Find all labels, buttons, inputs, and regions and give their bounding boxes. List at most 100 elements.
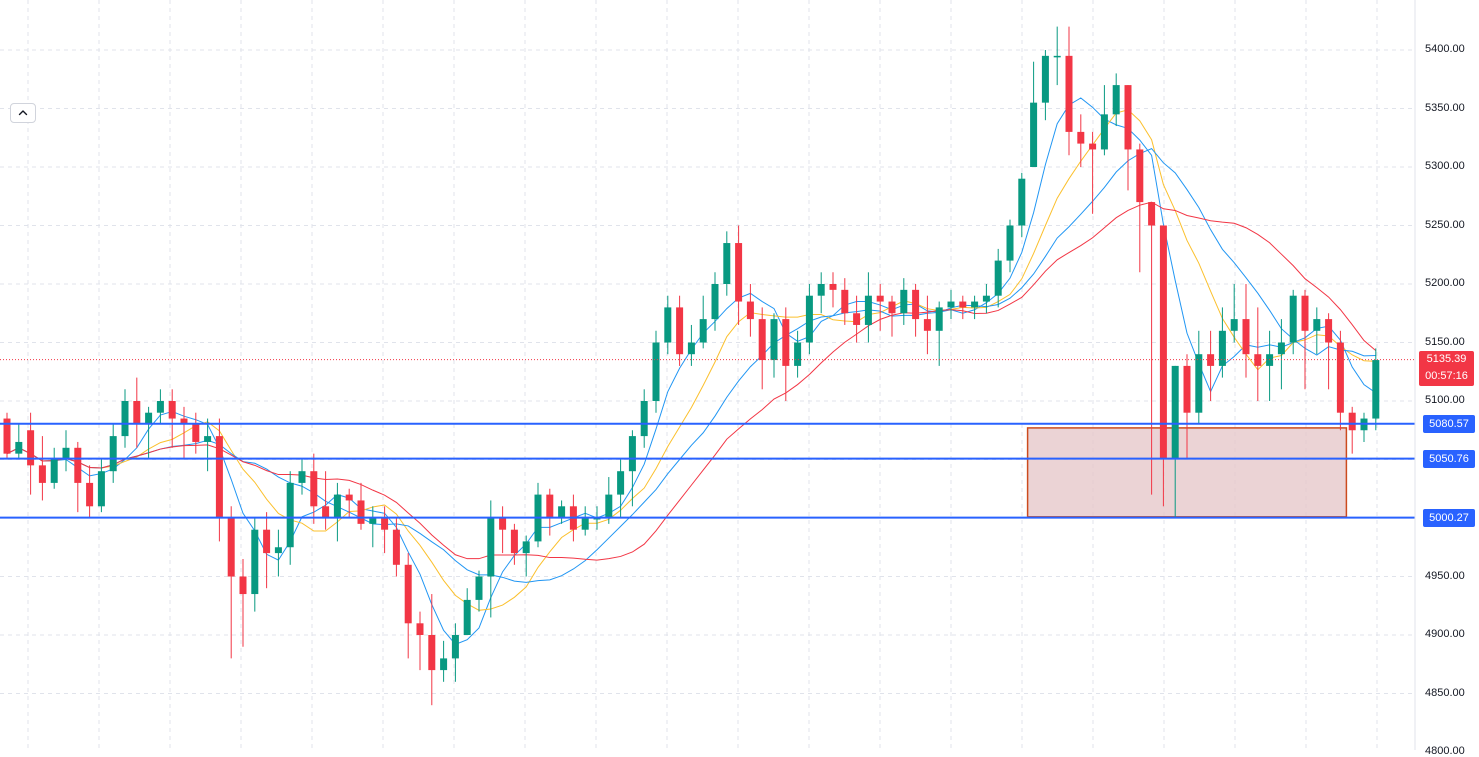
candle: [605, 477, 613, 524]
price-tick-label: 5400.00: [1425, 43, 1465, 55]
candle-body: [1136, 149, 1144, 203]
candle-body: [416, 623, 424, 635]
candle: [145, 406, 153, 460]
candle: [1148, 202, 1156, 495]
candle-body: [168, 401, 176, 419]
candle-body: [192, 424, 200, 442]
candle-body: [1372, 360, 1380, 419]
candle-body: [15, 441, 23, 454]
candle-body: [1207, 354, 1215, 366]
candle-body: [1301, 295, 1309, 331]
candle: [404, 553, 412, 659]
candle: [310, 453, 318, 524]
candle-body: [723, 243, 731, 284]
price-tick-label: 4850.00: [1425, 686, 1465, 699]
candle-body: [251, 529, 259, 595]
candle: [121, 389, 129, 448]
candle-body: [428, 635, 436, 671]
grid: [0, 0, 1415, 750]
price-tick-label: 4900.00: [1425, 628, 1465, 640]
candle: [263, 512, 271, 589]
candle-body: [62, 447, 70, 460]
ma-21-line: [6, 201, 1377, 561]
candle-body: [829, 284, 837, 290]
candle: [1360, 412, 1368, 442]
candle-body: [3, 418, 11, 454]
candle-body: [38, 465, 46, 483]
candle: [1171, 365, 1179, 518]
candle: [1325, 313, 1333, 390]
candle: [1077, 114, 1085, 167]
candle-body: [392, 529, 400, 565]
candle: [546, 488, 554, 536]
candle: [168, 389, 176, 448]
candle-body: [215, 436, 223, 518]
candle: [1230, 284, 1238, 343]
candle-body: [853, 313, 861, 325]
candle-body: [676, 307, 684, 355]
candle: [381, 506, 389, 554]
candle-body: [923, 319, 931, 331]
candle: [274, 529, 282, 577]
candle-body: [864, 295, 872, 325]
candle: [1301, 289, 1309, 390]
candle-body: [546, 494, 554, 518]
candle: [392, 518, 400, 577]
candle-body: [1183, 365, 1191, 413]
candle-body: [971, 301, 979, 308]
candle: [1065, 26, 1073, 156]
candle: [1053, 26, 1061, 86]
candle: [204, 418, 212, 472]
candle: [522, 535, 530, 577]
candle: [841, 278, 849, 325]
candle: [27, 412, 35, 495]
candle: [1266, 330, 1274, 401]
candle-body: [1313, 319, 1321, 331]
candle: [1207, 330, 1215, 401]
candle: [1183, 354, 1191, 460]
candle: [687, 324, 695, 366]
candle: [1277, 319, 1285, 390]
candle: [853, 295, 861, 343]
candle-body: [1065, 55, 1073, 132]
price-tick-label: 5100.00: [1425, 394, 1465, 406]
candle-body: [1018, 178, 1026, 226]
candle: [345, 488, 353, 518]
candle-body: [794, 342, 802, 366]
horizontal-levels: [0, 359, 1415, 519]
candle-body: [1336, 342, 1344, 413]
candle-body: [982, 295, 990, 302]
candle: [97, 459, 105, 513]
candle-body: [109, 436, 117, 472]
candle: [617, 459, 625, 518]
level-price-tag: 5050.76: [1423, 449, 1475, 468]
candle-body: [499, 518, 507, 530]
candle-body: [1089, 143, 1097, 150]
candle: [475, 570, 483, 612]
candle: [156, 389, 164, 425]
candles: [3, 26, 1380, 706]
candle: [227, 506, 235, 659]
candle-body: [369, 518, 377, 524]
candle: [923, 295, 931, 355]
candle-body: [1124, 85, 1132, 150]
candle-body: [145, 412, 153, 425]
candle-body: [180, 418, 188, 425]
candle-body: [841, 289, 849, 314]
candle-body: [746, 301, 754, 320]
candle: [912, 284, 920, 337]
candle-body: [1030, 102, 1038, 167]
candle: [192, 412, 200, 454]
candle: [333, 482, 341, 542]
candle: [558, 500, 566, 524]
candle-body: [1100, 114, 1108, 150]
collapse-button[interactable]: [10, 103, 36, 123]
candle: [440, 640, 448, 682]
candle-body: [322, 506, 330, 518]
candle: [239, 558, 247, 647]
price-tick-label: 5300.00: [1425, 160, 1465, 172]
candle-body: [451, 635, 459, 659]
ma-14-line: [6, 148, 1376, 583]
candle-body: [664, 307, 672, 343]
